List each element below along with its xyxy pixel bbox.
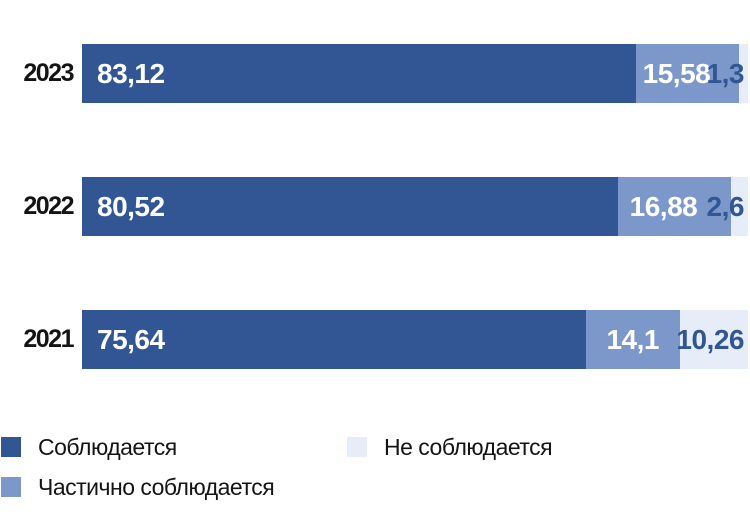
bar-row-2021: 2021 75,64 14,1 10,26 bbox=[0, 310, 750, 369]
segment-value-label: 2,6 bbox=[706, 190, 745, 222]
legend-swatch-medium-blue bbox=[1, 477, 21, 497]
segment-partially-compliant: 16,88 bbox=[618, 177, 731, 236]
legend-swatch-dark-blue bbox=[1, 437, 21, 457]
legend-label: Не соблюдается bbox=[384, 433, 553, 460]
legend-label: Частично соблюдается bbox=[38, 473, 275, 500]
legend-item-compliant: Соблюдается bbox=[1, 433, 347, 460]
legend-swatch-light-blue bbox=[347, 437, 367, 457]
segment-value-label: 80,52 bbox=[97, 190, 165, 222]
segment-value-label: 16,88 bbox=[629, 190, 698, 222]
legend-item-partially-compliant: Частично соблюдается bbox=[1, 473, 347, 500]
bar-row-2022: 2022 80,52 16,88 2,6 bbox=[0, 177, 750, 236]
segment-compliant: 83,12 bbox=[82, 44, 636, 103]
segment-non-compliant: 10,26 bbox=[676, 310, 748, 369]
chart-legend: Соблюдается Не соблюдается Частично собл… bbox=[1, 433, 749, 500]
segment-compliant: 80,52 bbox=[82, 177, 619, 236]
segment-non-compliant: 1,3 bbox=[707, 44, 748, 103]
segment-non-compliant: 2,6 bbox=[707, 177, 748, 236]
year-label: 2023 bbox=[23, 59, 74, 87]
segment-value-label: 10,26 bbox=[676, 323, 744, 355]
legend-label: Соблюдается bbox=[38, 433, 177, 460]
bar-2021: 75,64 14,1 10,26 bbox=[82, 310, 748, 369]
segment-value-label: 75,64 bbox=[97, 323, 165, 355]
year-label: 2021 bbox=[23, 325, 74, 353]
bar-row-2023: 2023 83,12 15,58 1,3 bbox=[0, 44, 750, 103]
segment-value-label: 15,58 bbox=[642, 57, 711, 89]
year-label: 2022 bbox=[23, 192, 74, 220]
segment-value-label: 14,1 bbox=[606, 323, 659, 355]
legend-item-non-compliant: Не соблюдается bbox=[347, 433, 749, 460]
segment-partially-compliant: 14,1 bbox=[585, 310, 680, 369]
segment-partially-compliant: 15,58 bbox=[635, 44, 740, 103]
bar-2023: 83,12 15,58 1,3 bbox=[82, 44, 748, 103]
bar-2022: 80,52 16,88 2,6 bbox=[82, 177, 748, 236]
segment-compliant: 75,64 bbox=[82, 310, 586, 369]
segment-value-label: 83,12 bbox=[97, 57, 165, 89]
segment-value-label: 1,3 bbox=[706, 57, 745, 89]
